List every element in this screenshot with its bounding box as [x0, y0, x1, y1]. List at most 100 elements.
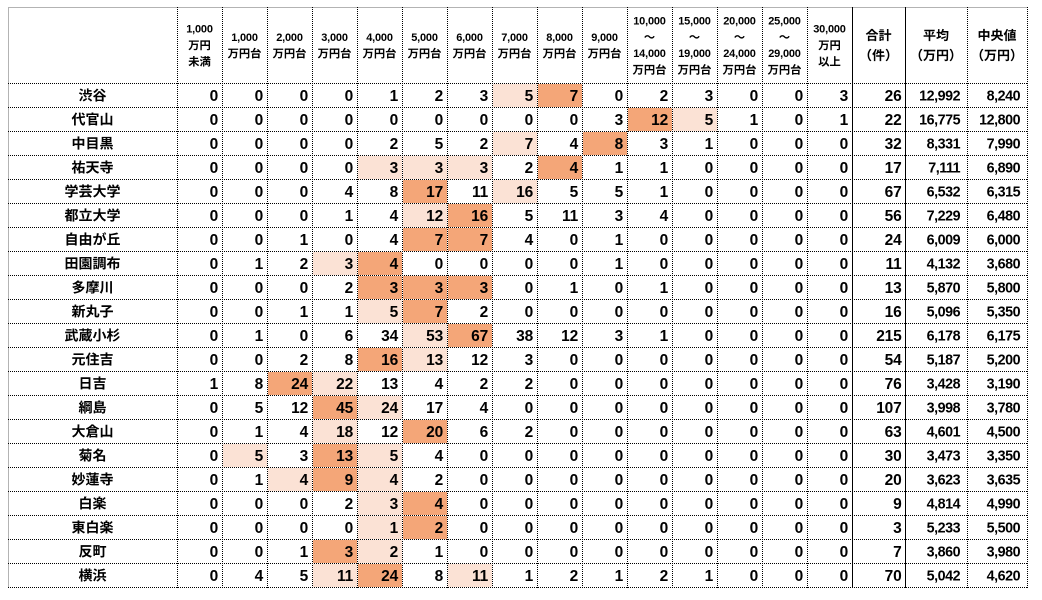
svg-text:4: 4: [390, 472, 399, 489]
svg-text:0: 0: [570, 520, 578, 537]
svg-text:5: 5: [570, 184, 579, 201]
svg-text:0: 0: [750, 136, 758, 153]
svg-text:3: 3: [615, 112, 624, 129]
svg-text:0: 0: [570, 448, 578, 465]
svg-text:1: 1: [435, 544, 444, 561]
svg-text:3: 3: [435, 280, 444, 297]
svg-text:1: 1: [255, 328, 264, 345]
svg-text:0: 0: [750, 304, 758, 321]
svg-text:0: 0: [615, 448, 623, 465]
svg-text:0: 0: [795, 376, 803, 393]
svg-text:0: 0: [345, 160, 353, 177]
svg-text:0: 0: [750, 544, 758, 561]
svg-text:0: 0: [255, 280, 263, 297]
svg-text:0: 0: [795, 544, 803, 561]
svg-text:1: 1: [615, 160, 624, 177]
svg-text:5,096: 5,096: [927, 304, 961, 320]
svg-text:3,860: 3,860: [927, 544, 961, 560]
svg-text:70: 70: [885, 568, 902, 585]
svg-text:1: 1: [615, 256, 624, 273]
svg-text:0: 0: [615, 304, 623, 321]
svg-text:4: 4: [390, 208, 399, 225]
svg-text:14,000: 14,000: [633, 48, 666, 60]
svg-text:0: 0: [210, 568, 218, 585]
svg-text:24: 24: [381, 400, 398, 417]
svg-text:0: 0: [795, 328, 803, 345]
svg-text:0: 0: [255, 232, 263, 249]
svg-text:0: 0: [750, 424, 758, 441]
svg-text:2: 2: [660, 88, 668, 105]
svg-text:16: 16: [516, 184, 533, 201]
svg-text:0: 0: [210, 448, 218, 465]
svg-text:5: 5: [525, 88, 534, 105]
svg-text:0: 0: [255, 304, 263, 321]
svg-text:26: 26: [885, 88, 902, 105]
svg-text:30,000: 30,000: [813, 24, 846, 36]
svg-text:1: 1: [300, 232, 309, 249]
svg-text:1: 1: [525, 568, 534, 585]
svg-text:0: 0: [660, 352, 668, 369]
svg-text:0: 0: [210, 232, 218, 249]
svg-text:8,240: 8,240: [987, 88, 1021, 104]
svg-text:0: 0: [210, 88, 218, 105]
svg-text:0: 0: [210, 280, 218, 297]
svg-text:8,000: 8,000: [546, 32, 573, 44]
svg-text:4: 4: [480, 400, 489, 417]
svg-text:13: 13: [885, 280, 902, 297]
svg-text:12: 12: [471, 352, 488, 369]
svg-text:4,132: 4,132: [927, 256, 961, 272]
svg-text:0: 0: [660, 376, 668, 393]
svg-text:0: 0: [525, 544, 533, 561]
svg-text:0: 0: [210, 136, 218, 153]
svg-text:0: 0: [795, 232, 803, 249]
svg-text:0: 0: [705, 352, 713, 369]
svg-text:0: 0: [615, 280, 623, 297]
svg-text:0: 0: [345, 112, 353, 129]
svg-text:0: 0: [210, 256, 218, 273]
svg-text:1: 1: [750, 112, 759, 129]
svg-text:5,042: 5,042: [927, 568, 961, 584]
svg-text:0: 0: [210, 424, 218, 441]
svg-text:0: 0: [705, 376, 713, 393]
svg-text:45: 45: [336, 400, 353, 417]
svg-text:0: 0: [255, 544, 263, 561]
svg-text:4,620: 4,620: [987, 568, 1021, 584]
svg-text:0: 0: [795, 136, 803, 153]
svg-text:0: 0: [615, 352, 623, 369]
svg-text:0: 0: [660, 448, 668, 465]
svg-text:0: 0: [750, 328, 758, 345]
svg-text:4: 4: [390, 232, 399, 249]
svg-text:7: 7: [435, 232, 443, 249]
svg-text:3: 3: [480, 88, 489, 105]
svg-text:0: 0: [480, 496, 488, 513]
svg-text:0: 0: [300, 496, 308, 513]
svg-text:4: 4: [660, 208, 669, 225]
svg-text:0: 0: [795, 280, 803, 297]
svg-text:6,890: 6,890: [987, 160, 1021, 176]
svg-text:215: 215: [876, 328, 902, 345]
svg-text:53: 53: [426, 328, 443, 345]
svg-text:0: 0: [525, 400, 533, 417]
svg-text:0: 0: [795, 448, 803, 465]
svg-text:9: 9: [345, 472, 354, 489]
svg-text:0: 0: [345, 520, 353, 537]
svg-text:11: 11: [472, 184, 489, 201]
svg-text:1: 1: [345, 208, 354, 225]
svg-text:16: 16: [381, 352, 398, 369]
svg-text:20: 20: [885, 472, 902, 489]
svg-text:3: 3: [705, 88, 714, 105]
svg-text:0: 0: [795, 160, 803, 177]
svg-text:0: 0: [795, 424, 803, 441]
svg-text:2: 2: [525, 376, 533, 393]
svg-text:0: 0: [840, 496, 848, 513]
svg-text:67: 67: [471, 328, 488, 345]
svg-text:0: 0: [255, 112, 263, 129]
svg-text:0: 0: [705, 472, 713, 489]
svg-text:0: 0: [705, 280, 713, 297]
svg-text:0: 0: [345, 232, 353, 249]
svg-text:0: 0: [750, 232, 758, 249]
svg-text:0: 0: [795, 208, 803, 225]
svg-text:1: 1: [615, 232, 624, 249]
svg-text:0: 0: [570, 376, 578, 393]
svg-text:0: 0: [660, 496, 668, 513]
